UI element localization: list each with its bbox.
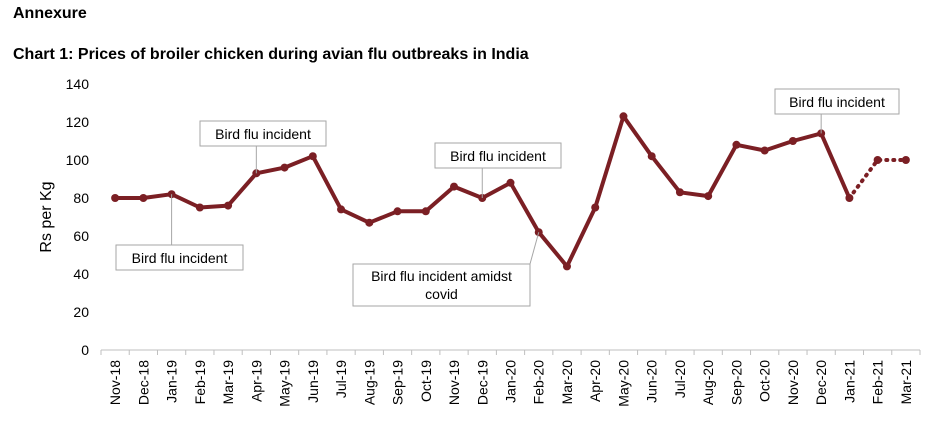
data-point <box>280 163 289 172</box>
annotation-label: Bird flu incident amidst <box>371 268 512 284</box>
annotation-label: Bird flu incident <box>450 148 546 164</box>
y-tick-label: 60 <box>73 228 89 244</box>
x-tick-label: Jan-19 <box>164 360 180 403</box>
x-tick-label: Mar-20 <box>559 360 575 405</box>
annotation-label: Bird flu incident <box>215 126 311 142</box>
x-tick-label: Jun-19 <box>305 360 321 403</box>
x-tick-label: Aug-19 <box>361 360 377 405</box>
data-point <box>647 152 656 161</box>
annotation-label: Bird flu incident <box>132 250 228 266</box>
data-point <box>760 146 769 155</box>
x-tick-label: Mar-19 <box>220 360 236 405</box>
x-tick-label: Jun-20 <box>644 360 660 403</box>
x-tick-label: Oct-19 <box>418 360 434 402</box>
data-point <box>562 262 571 271</box>
y-tick-label: 40 <box>73 266 89 282</box>
data-point <box>704 192 713 201</box>
data-point <box>111 194 120 202</box>
data-point <box>450 182 459 191</box>
x-tick-label: Nov-19 <box>446 360 462 405</box>
x-tick-label: Nov-20 <box>785 360 801 405</box>
x-tick-label: May-20 <box>615 360 631 407</box>
y-tick-label: 100 <box>66 152 90 168</box>
x-tick-label: Apr-20 <box>587 360 603 402</box>
x-tick-label: Nov-18 <box>107 360 123 405</box>
series-line-projected <box>847 158 908 200</box>
x-tick-label: May-19 <box>277 360 293 407</box>
x-tick-label: Apr-19 <box>248 360 264 402</box>
annotation-box <box>115 244 244 271</box>
y-axis-label: Rs per Kg <box>38 181 55 252</box>
data-point <box>506 178 515 187</box>
data-point <box>675 188 684 197</box>
data-point <box>619 112 628 121</box>
x-tick-label: Aug-20 <box>700 360 716 405</box>
data-point <box>224 201 233 210</box>
y-tick-label: 0 <box>81 342 89 358</box>
annotation-label: Bird flu incident <box>789 94 885 110</box>
data-point <box>845 194 854 202</box>
x-tick-label: Sep-20 <box>728 360 744 405</box>
x-tick-label: Oct-20 <box>757 360 773 402</box>
x-tick-label: Jan-21 <box>841 360 857 403</box>
data-point <box>421 207 430 216</box>
x-tick-label: Mar-21 <box>898 360 914 405</box>
chart-title: Chart 1: Prices of broiler chicken durin… <box>13 46 529 63</box>
data-point <box>139 194 148 202</box>
x-tick-label: Dec-18 <box>135 360 151 405</box>
x-tick-label: Jul-19 <box>333 360 349 398</box>
data-point <box>337 205 346 214</box>
x-tick-label: Jan-20 <box>503 360 519 403</box>
y-tick-label: 120 <box>66 114 90 130</box>
data-point <box>732 140 741 149</box>
x-tick-label: Feb-19 <box>192 360 208 405</box>
y-tick-label: 80 <box>73 190 89 206</box>
annotation-leader-line <box>529 232 540 265</box>
data-point <box>873 156 882 164</box>
data-point <box>788 137 797 145</box>
x-tick-label: Dec-19 <box>474 360 490 405</box>
annotation-box <box>352 263 531 307</box>
x-tick-label: Jul-20 <box>672 360 688 398</box>
x-tick-label: Sep-19 <box>390 360 406 405</box>
annotation-box <box>199 120 327 147</box>
data-point <box>393 207 402 216</box>
y-tick-label: 20 <box>73 304 89 320</box>
annotation-box <box>434 142 562 169</box>
y-tick-label: 140 <box>66 76 90 92</box>
annotation-box <box>774 88 900 115</box>
data-point <box>591 203 600 212</box>
data-point <box>365 218 374 227</box>
x-tick-label: Feb-21 <box>870 360 886 405</box>
page-heading: Annexure <box>13 5 87 22</box>
x-tick-label: Feb-20 <box>531 360 547 405</box>
data-point <box>195 203 204 212</box>
x-tick-label: Dec-20 <box>813 360 829 405</box>
data-point <box>308 152 317 161</box>
annotation-label: covid <box>425 286 458 302</box>
data-point <box>901 156 910 164</box>
